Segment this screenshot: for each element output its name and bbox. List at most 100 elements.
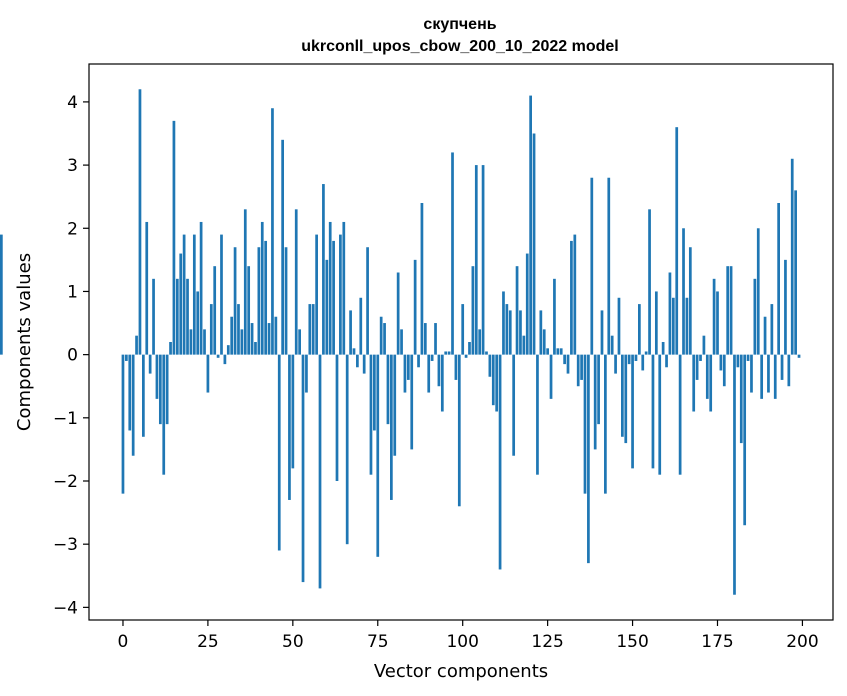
- bar: [767, 354, 770, 393]
- bar: [773, 354, 777, 399]
- bar: [563, 354, 566, 365]
- bar: [400, 329, 403, 355]
- bar: [583, 354, 587, 494]
- bar: [705, 354, 709, 399]
- bar: [315, 234, 318, 355]
- bar: [216, 354, 220, 358]
- bar: [780, 354, 784, 380]
- bar: [573, 234, 577, 355]
- bar: [682, 228, 685, 355]
- bar: [610, 335, 614, 355]
- bar: [685, 297, 689, 355]
- bar: [158, 354, 162, 425]
- bar: [393, 354, 397, 456]
- bar: [325, 259, 329, 355]
- bar: [471, 266, 475, 355]
- bar: [794, 190, 797, 355]
- x-tick-label: 150: [616, 632, 648, 652]
- bar: [294, 209, 298, 355]
- bar: [186, 278, 189, 355]
- bar: [658, 354, 662, 475]
- bar: [491, 354, 495, 406]
- bar: [726, 266, 730, 355]
- bar: [362, 354, 366, 374]
- bar: [485, 351, 488, 355]
- bar: [240, 329, 244, 355]
- bar: [468, 342, 471, 355]
- bar: [617, 297, 621, 355]
- bar: [390, 354, 393, 500]
- bar: [281, 139, 284, 355]
- bar: [709, 354, 713, 412]
- bar: [481, 165, 485, 355]
- y-axis-label: Components values: [14, 253, 35, 431]
- bar: [505, 304, 509, 355]
- bar: [515, 266, 519, 355]
- bar: [359, 297, 363, 355]
- bar: [440, 354, 444, 412]
- bar: [733, 354, 736, 595]
- y-tick-label: 2: [67, 219, 78, 239]
- bar: [621, 354, 624, 437]
- bar: [593, 354, 597, 450]
- bar: [254, 342, 257, 355]
- bar: [277, 354, 281, 551]
- bar: [322, 184, 325, 355]
- bar: [128, 354, 132, 431]
- bar: [784, 259, 787, 355]
- bar: [288, 354, 291, 500]
- x-tick-label: 125: [531, 632, 563, 652]
- chart-title-line2: ukrconll_upos_cbow_200_10_2022 model: [301, 38, 618, 55]
- bar: [332, 240, 335, 355]
- bar: [495, 354, 499, 412]
- bar: [519, 310, 522, 355]
- bar: [0, 234, 3, 355]
- bar: [508, 310, 512, 355]
- bar: [512, 354, 516, 456]
- bar: [420, 203, 424, 355]
- y-tick-label: −3: [53, 535, 78, 555]
- bar: [539, 310, 543, 355]
- bar: [451, 152, 454, 355]
- bar: [179, 253, 183, 355]
- bar: [220, 234, 223, 355]
- bar: [665, 354, 668, 368]
- chart-title-line1: скупчень: [423, 16, 496, 33]
- bar: [230, 316, 234, 355]
- bar: [597, 354, 600, 425]
- bar: [770, 304, 774, 355]
- bar: [600, 310, 604, 355]
- bar: [284, 247, 288, 355]
- bar: [345, 354, 349, 545]
- bar: [369, 354, 373, 475]
- bar: [138, 89, 142, 355]
- bar: [423, 323, 427, 355]
- bar: [461, 304, 465, 355]
- x-tick-label: 175: [701, 632, 733, 652]
- bar: [699, 354, 702, 361]
- bar: [301, 354, 305, 583]
- bar: [576, 354, 580, 387]
- bar: [373, 354, 376, 431]
- bar: [797, 354, 801, 358]
- y-tick-label: −1: [53, 409, 78, 429]
- bar: [175, 278, 179, 355]
- bar: [627, 354, 631, 365]
- x-tick-label: 25: [197, 632, 219, 652]
- bar: [417, 354, 420, 368]
- x-ticks-group: 0 25 50 75 100 125 150 175 200: [118, 620, 819, 652]
- bar: [587, 354, 590, 564]
- bar: [641, 354, 645, 371]
- bar: [746, 354, 750, 361]
- bar: [172, 120, 176, 355]
- bar: [488, 354, 492, 377]
- bar: [739, 354, 743, 444]
- bar: [566, 354, 570, 374]
- bar: [264, 240, 268, 355]
- bar: [223, 354, 227, 365]
- bar: [427, 354, 431, 393]
- bar: [131, 354, 135, 456]
- bar: [790, 158, 794, 355]
- bar: [756, 228, 760, 355]
- y-ticks-group: −4 −3 −2 −1 0 1 2 3 4: [53, 93, 89, 618]
